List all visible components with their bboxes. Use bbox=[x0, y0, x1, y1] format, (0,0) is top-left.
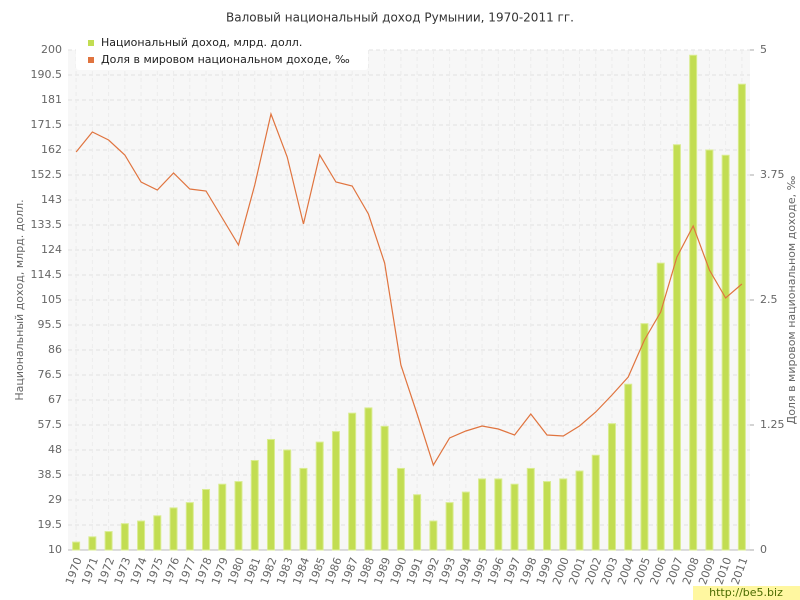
y2-tick-label: 1.25 bbox=[760, 418, 785, 431]
bar bbox=[461, 491, 470, 551]
y-tick-label: 86 bbox=[48, 343, 62, 356]
bar bbox=[575, 470, 584, 551]
y2-axis-label: Доля в мировом национальном доходе, ‰ bbox=[785, 175, 798, 424]
watermark: http://be5.biz bbox=[709, 586, 783, 599]
legend-label: Национальный доход, млрд. долл. bbox=[101, 36, 302, 49]
bar bbox=[445, 502, 454, 551]
bar bbox=[689, 54, 698, 551]
bar bbox=[153, 515, 162, 551]
bar bbox=[88, 536, 97, 551]
bar bbox=[218, 483, 227, 551]
bar bbox=[526, 467, 535, 551]
y-axis-label: Национальный доход, млрд. долл. bbox=[13, 199, 26, 400]
y2-tick-label: 5 bbox=[760, 43, 767, 56]
bar bbox=[494, 478, 503, 551]
bar bbox=[591, 454, 600, 551]
bar bbox=[396, 467, 405, 551]
watermark-box bbox=[693, 586, 800, 600]
y-tick-label: 105 bbox=[41, 293, 62, 306]
bar bbox=[348, 412, 357, 551]
y-tick-label: 95.5 bbox=[38, 318, 63, 331]
bar bbox=[656, 262, 665, 551]
bar bbox=[607, 423, 616, 551]
bar bbox=[543, 481, 552, 551]
legend-swatch bbox=[88, 57, 94, 63]
bar bbox=[137, 520, 146, 551]
y-tick-label: 190.5 bbox=[31, 68, 63, 81]
bar bbox=[364, 407, 373, 551]
y-tick-label: 57.5 bbox=[38, 418, 63, 431]
y-tick-label: 162 bbox=[41, 143, 62, 156]
y-tick-label: 38.5 bbox=[38, 468, 63, 481]
y2-tick-label: 2.5 bbox=[760, 293, 778, 306]
y-tick-label: 76.5 bbox=[38, 368, 63, 381]
y-tick-label: 29 bbox=[48, 493, 62, 506]
y-tick-label: 67 bbox=[48, 393, 62, 406]
bar bbox=[120, 523, 129, 551]
y-tick-label: 143 bbox=[41, 193, 62, 206]
y-tick-label: 133.5 bbox=[31, 218, 63, 231]
bar bbox=[315, 441, 324, 551]
bar bbox=[429, 520, 438, 551]
y2-tick-label: 0 bbox=[760, 543, 767, 556]
bar bbox=[299, 467, 308, 551]
y-tick-label: 152.5 bbox=[31, 168, 63, 181]
y-tick-label: 124 bbox=[41, 243, 62, 256]
y2-tick-label: 3.75 bbox=[760, 168, 785, 181]
bar bbox=[283, 449, 292, 551]
bar bbox=[169, 507, 178, 551]
y-tick-label: 10 bbox=[48, 543, 62, 556]
legend-swatch bbox=[88, 40, 94, 46]
y-tick-label: 114.5 bbox=[31, 268, 63, 281]
legend-label: Доля в мировом национальном доходе, ‰ bbox=[101, 53, 350, 66]
bar bbox=[721, 154, 730, 551]
y-tick-label: 48 bbox=[48, 443, 62, 456]
bar bbox=[737, 83, 746, 551]
bar bbox=[672, 144, 681, 551]
bar bbox=[413, 494, 422, 551]
y-tick-label: 19.5 bbox=[38, 518, 63, 531]
y-tick-label: 171.5 bbox=[31, 118, 63, 131]
bar bbox=[234, 481, 243, 551]
bar bbox=[478, 478, 487, 551]
y-tick-label: 200 bbox=[41, 43, 62, 56]
bar bbox=[510, 483, 519, 551]
bar bbox=[331, 431, 340, 551]
chart-title: Валовый национальный доход Румынии, 1970… bbox=[226, 11, 574, 25]
bar bbox=[250, 460, 259, 551]
legend: Национальный доход, млрд. долл. Доля в ми… bbox=[76, 34, 368, 70]
legend-box bbox=[76, 34, 368, 70]
bar bbox=[380, 425, 389, 551]
bar bbox=[640, 323, 649, 551]
bar bbox=[624, 383, 633, 551]
bar bbox=[72, 541, 81, 551]
bar bbox=[185, 502, 194, 551]
bar bbox=[202, 488, 211, 551]
bar bbox=[104, 531, 113, 551]
line bbox=[75, 111, 743, 467]
bar bbox=[705, 149, 714, 551]
y-tick-label: 181 bbox=[41, 93, 62, 106]
bar bbox=[266, 438, 275, 551]
bar bbox=[559, 478, 568, 551]
